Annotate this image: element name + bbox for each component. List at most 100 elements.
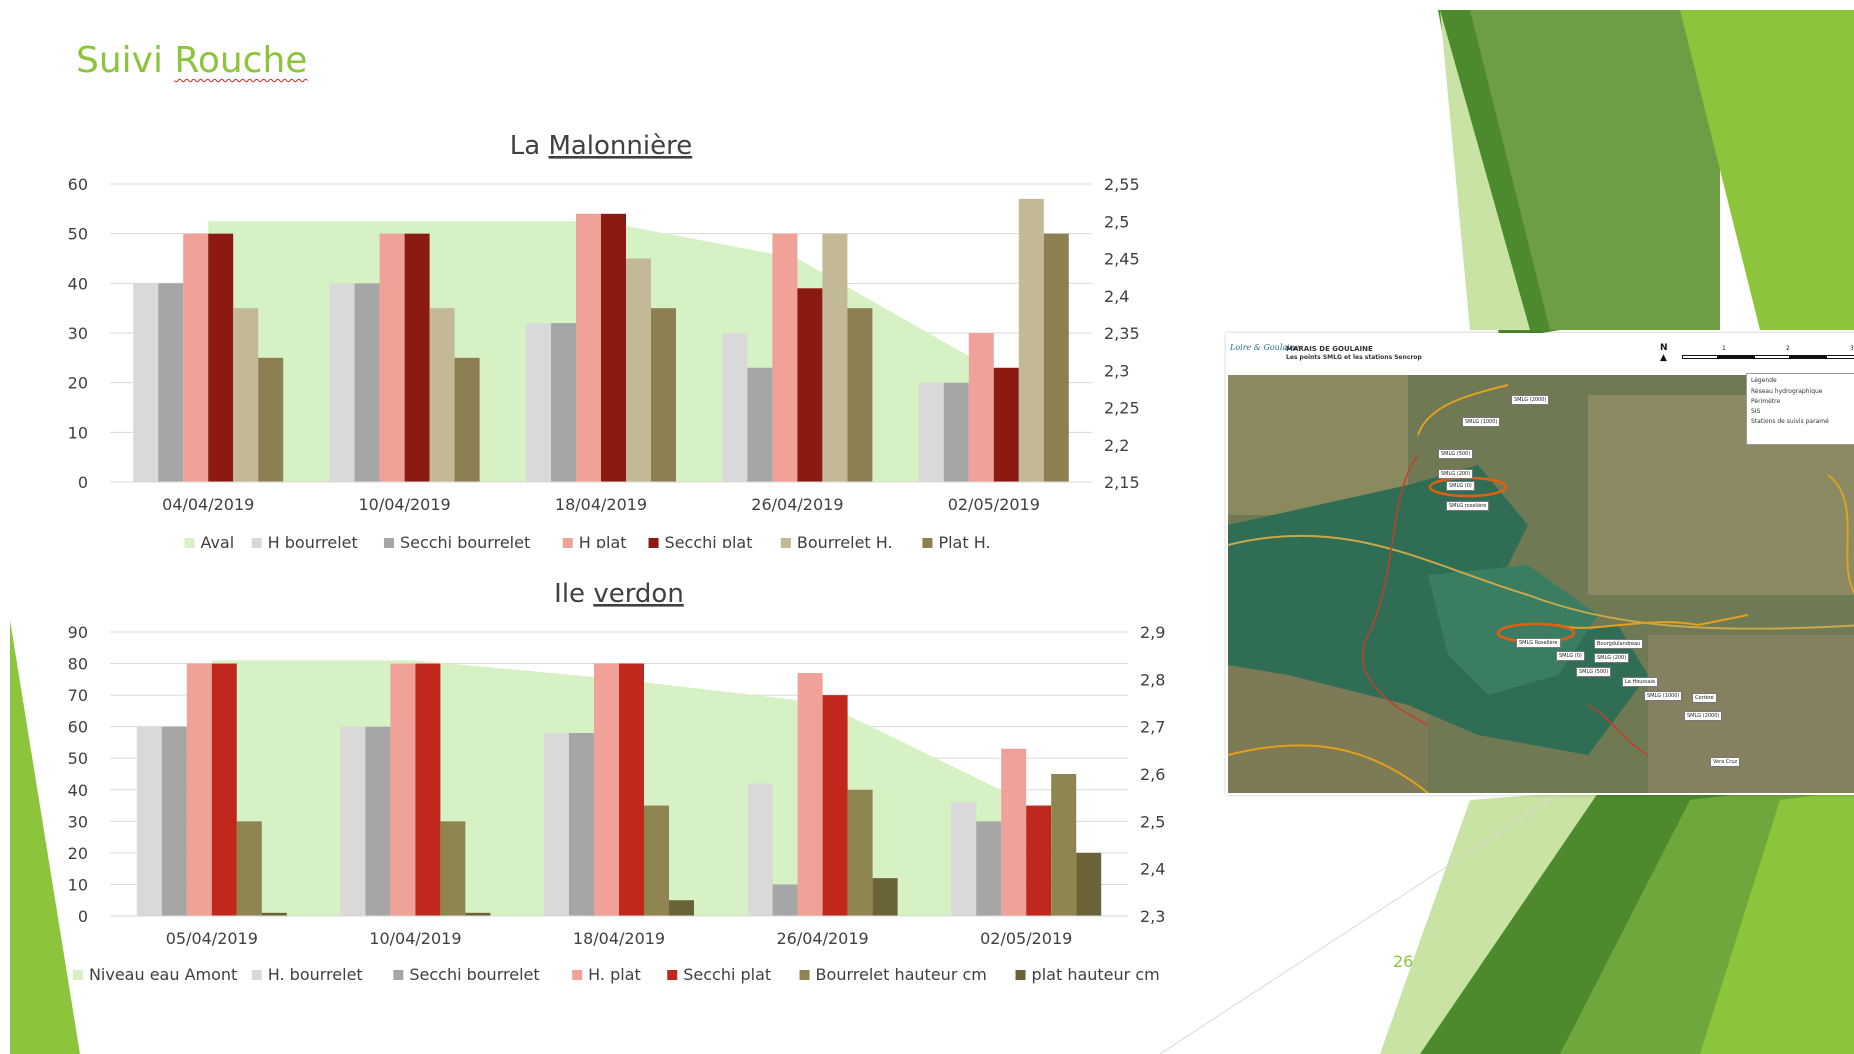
legend-swatch: [251, 538, 262, 548]
station-label: SMLG (1000): [1462, 417, 1501, 427]
y-tick-label: 90: [68, 623, 88, 642]
x-tick-label: 10/04/2019: [358, 495, 450, 514]
bar: [976, 821, 1002, 916]
page-number: 26: [1393, 952, 1414, 971]
bar: [797, 288, 823, 482]
x-tick-label: 26/04/2019: [776, 929, 868, 948]
bar: [669, 900, 694, 916]
slide-title: Suivi Rouche: [76, 40, 307, 81]
y-tick-label: 10: [68, 875, 88, 894]
y2-tick-label: 2,25: [1104, 399, 1140, 418]
legend-swatch: [922, 538, 933, 548]
bar: [747, 783, 773, 916]
legend-swatch: [184, 538, 195, 548]
station-label: SMLG (1000): [1644, 691, 1683, 701]
map-legend-item: Périmètre: [1751, 398, 1781, 405]
bar: [340, 726, 366, 916]
bar: [329, 283, 355, 482]
chart-title: La Malonnière: [510, 131, 692, 161]
y2-tick-label: 2,45: [1104, 250, 1140, 269]
deco-left-green-triangle: [10, 620, 80, 1054]
x-tick-label: 18/04/2019: [573, 929, 665, 948]
chart-ile-verdon: Ile verdon 0 10 20 30 40 50 60 70 80 90 2,3 2,4 2,5 2,…: [68, 579, 1166, 984]
bar: [186, 663, 212, 916]
y-tick-label: 0: [78, 473, 88, 492]
bar: [772, 233, 798, 482]
legend: Niveau eau Amont H. bourrelet Secchi bourr…: [72, 965, 1160, 984]
legend-swatch: [393, 970, 404, 980]
bar: [136, 726, 162, 916]
y2-tick-label: 2,35: [1104, 324, 1140, 343]
station-label: Bourgdulandreau: [1594, 639, 1644, 649]
bar: [1018, 198, 1044, 482]
map-subtitle: Les points SMLG et les stations Sencrop: [1286, 354, 1422, 361]
bar: [236, 821, 262, 916]
bar: [379, 233, 405, 482]
bar: [365, 726, 391, 916]
bar: [626, 258, 651, 482]
map-image: Loire & Goulaine MARAIS DE GOULAINE Les …: [1226, 333, 1854, 795]
legend-swatch: [648, 538, 659, 548]
legend-label: Secchi plat: [665, 533, 753, 548]
x-tick-label: 18/04/2019: [555, 495, 647, 514]
map-title: MARAIS DE GOULAINE: [1286, 345, 1373, 353]
map-header: Loire & Goulaine MARAIS DE GOULAINE Les …: [1226, 333, 1854, 375]
bar: [619, 663, 644, 916]
chart-title-underlined: verdon: [593, 579, 684, 609]
deco-top-right-pale: [1440, 10, 1530, 330]
bar: [354, 283, 380, 482]
bar: [429, 308, 455, 482]
north-arrow-icon: N ▲: [1660, 343, 1668, 363]
station-label: SMLG (500): [1576, 667, 1612, 677]
slide-title-underlined: Rouche: [174, 40, 308, 81]
station-label: SMLG (0): [1556, 651, 1585, 661]
x-tick-label: 05/04/2019: [166, 929, 258, 948]
bar: [601, 213, 626, 483]
station-label: SMLG (0): [1446, 481, 1475, 491]
y2-tick-label: 2,4: [1104, 287, 1129, 306]
y-tick-label: 30: [68, 324, 88, 343]
chart-title-plain: La: [510, 131, 549, 161]
bar: [722, 333, 748, 482]
map-legend-item: Stations de suivis paramé: [1751, 418, 1829, 425]
station-label: SMLG (200): [1438, 469, 1474, 479]
bar: [1051, 774, 1077, 916]
y-tick-label: 0: [78, 907, 88, 926]
x-tick-label: 02/05/2019: [980, 929, 1072, 948]
bar: [943, 382, 969, 482]
y2-tick-label: 2,7: [1140, 718, 1165, 737]
legend-label: Secchi bourrelet: [400, 533, 530, 548]
bar: [872, 878, 898, 916]
legend-swatch: [562, 538, 573, 548]
slide-title-plain: Suivi: [76, 40, 175, 81]
legend-swatch: [383, 538, 394, 548]
scale-tick-label: 1: [1722, 345, 1726, 352]
legend-label: Secchi bourrelet: [409, 965, 539, 984]
bar: [772, 884, 798, 916]
bar: [993, 367, 1019, 482]
bar: [133, 283, 159, 482]
legend: Aval H bourrelet Secchi bourrelet H plat Sec…: [184, 533, 991, 548]
legend-label: Niveau eau Amont: [89, 965, 237, 984]
legend-label: Bourrelet H.: [797, 533, 893, 548]
chart-la-malonniere: La Malonnière 0 10 20 30 40 50 60 2,15 2,2 2,25 2,3…: [68, 131, 1140, 548]
station-label: La Houssaie: [1622, 677, 1659, 687]
bar: [551, 323, 576, 482]
chart-title: Ile verdon: [554, 579, 684, 609]
station-label: SMLG (500): [1438, 449, 1474, 459]
legend-swatch: [1015, 970, 1026, 980]
map-legend: Légende Réseau hydrographique Périmètre …: [1746, 373, 1854, 445]
y2-tick-label: 2,6: [1140, 765, 1165, 784]
bar: [918, 382, 944, 482]
bar: [951, 802, 977, 916]
bar: [1001, 748, 1027, 916]
x-tick-label: 10/04/2019: [369, 929, 461, 948]
station-label: SMLG (200): [1594, 653, 1630, 663]
y2-tick-label: 2,5: [1140, 812, 1165, 831]
legend-swatch: [780, 538, 791, 548]
chart-title-plain: Ile: [554, 579, 593, 609]
bar: [161, 726, 187, 916]
legend-label: Aval: [200, 533, 234, 548]
station-label: SMLG (2000): [1511, 395, 1550, 405]
